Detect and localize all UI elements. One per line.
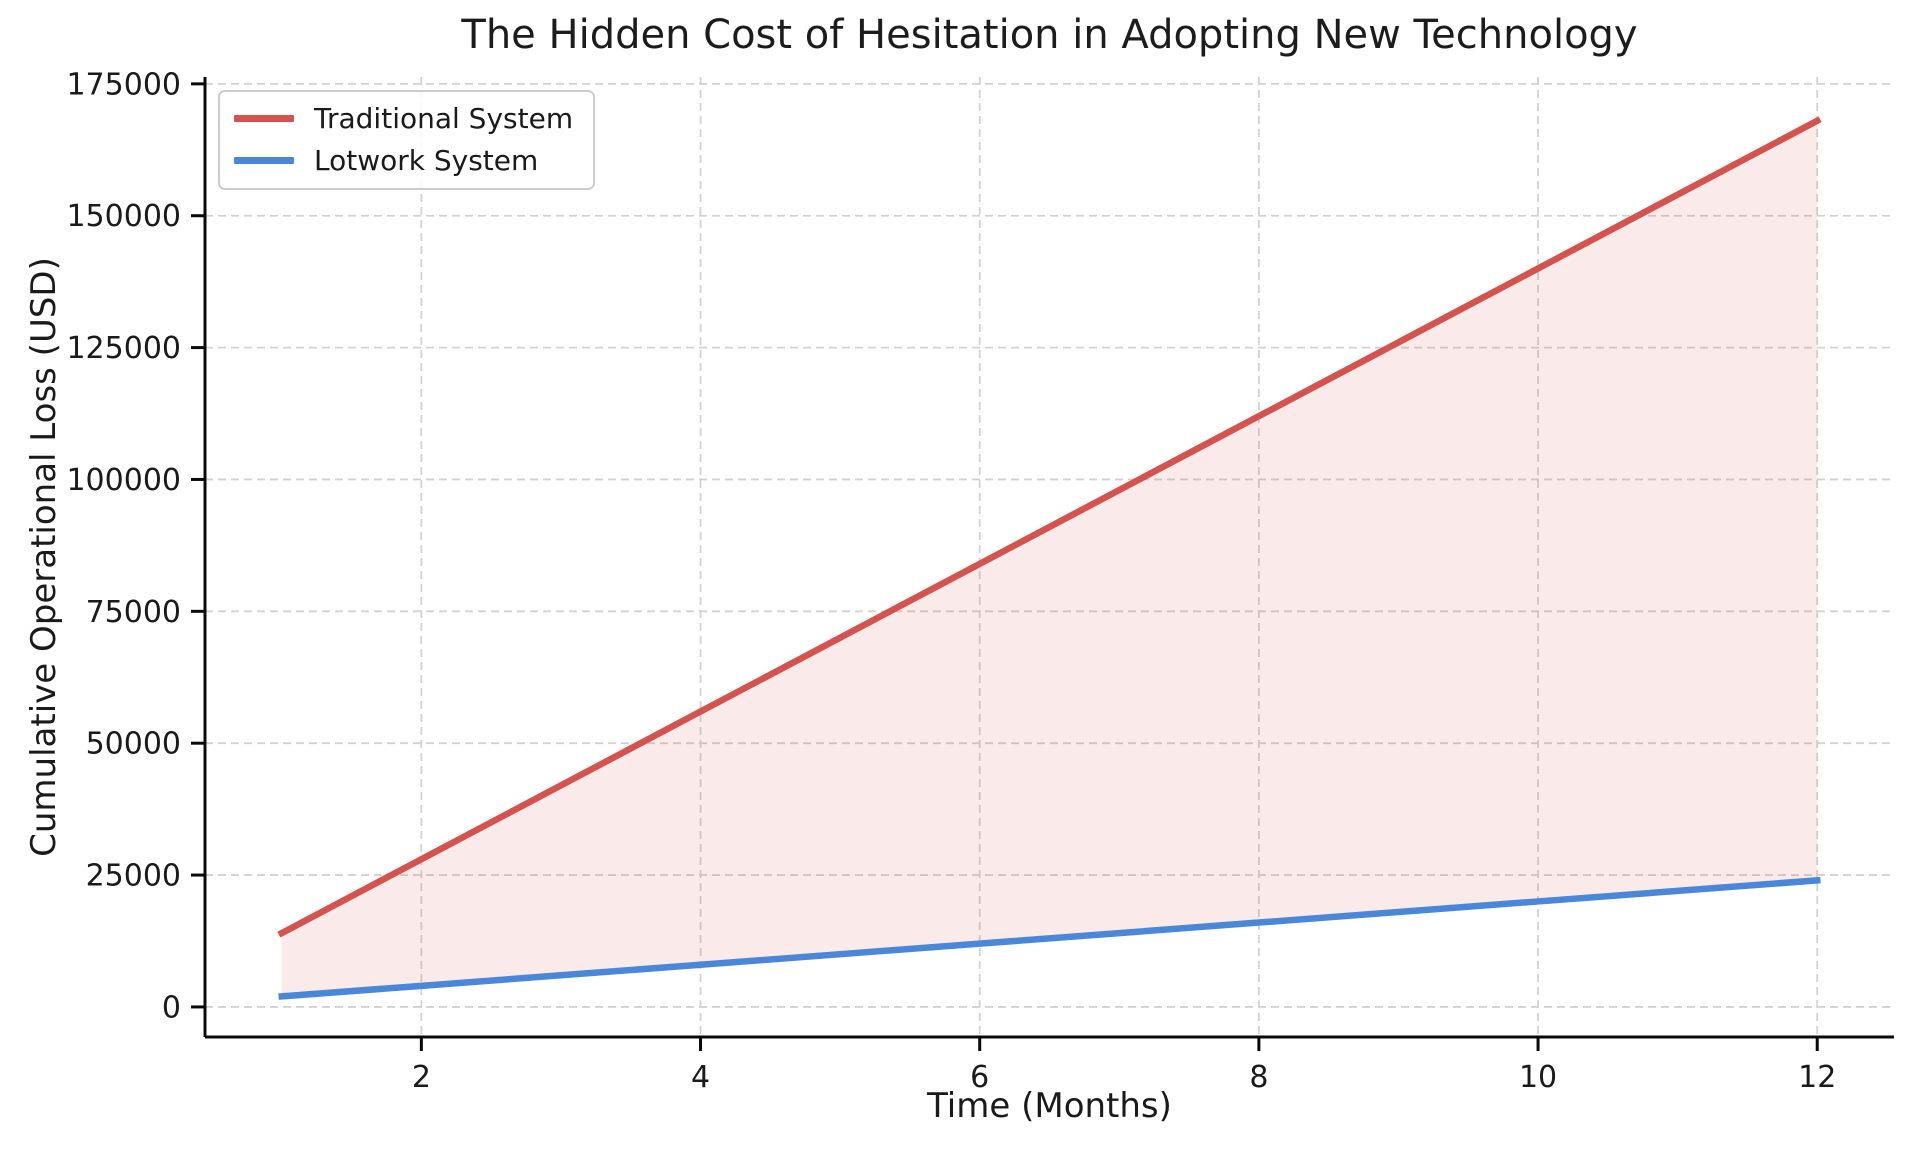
x-tick-label: 6 [970,1060,989,1095]
series-line-traditional-system [277,116,1822,938]
y-tick-label: 75000 [86,595,181,630]
y-tick-label: 0 [162,990,181,1025]
x-tick-label: 2 [412,1060,431,1095]
y-axis-label: Cumulative Operational Loss (USD) [24,257,64,857]
y-tick-label: 50000 [86,727,181,762]
y-tick-label: 100000 [66,463,181,498]
legend-swatch-traditional-line [234,114,294,122]
chart-title: The Hidden Cost of Hesitation in Adoptin… [461,12,1638,58]
x-tick-label: 4 [691,1060,710,1095]
legend-label-traditional-system: Traditional System [314,101,574,135]
x-tick-label: 12 [1798,1060,1836,1095]
x-tick-label: 8 [1249,1060,1268,1095]
y-tick-label: 25000 [86,859,181,894]
legend: Traditional System Lotwork System [218,90,596,190]
y-tick-label: 150000 [66,199,181,234]
legend-swatch-lotwork-line [234,156,294,164]
x-axis-label: Time (Months) [927,1086,1172,1126]
series-line-lotwork-system [278,876,1821,1000]
x-tick-label: 10 [1519,1060,1557,1095]
legend-label-lotwork-system: Lotwork System [314,143,539,177]
y-tick-label: 125000 [66,331,181,366]
legend-item-lotwork-system: Lotwork System [234,143,573,177]
legend-item-traditional-system: Traditional System [234,101,574,135]
fill-between-region [281,120,1818,997]
y-tick-label: 175000 [66,67,181,102]
